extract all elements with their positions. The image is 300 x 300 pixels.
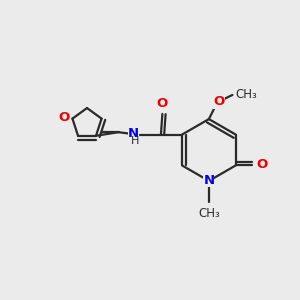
- Text: N: N: [203, 174, 214, 187]
- Text: O: O: [257, 158, 268, 171]
- Text: CH₃: CH₃: [198, 207, 220, 220]
- Text: O: O: [157, 97, 168, 110]
- Text: O: O: [214, 95, 225, 108]
- Text: O: O: [58, 111, 70, 124]
- Text: CH₃: CH₃: [236, 88, 257, 101]
- Text: N: N: [128, 127, 139, 140]
- Text: H: H: [131, 136, 139, 146]
